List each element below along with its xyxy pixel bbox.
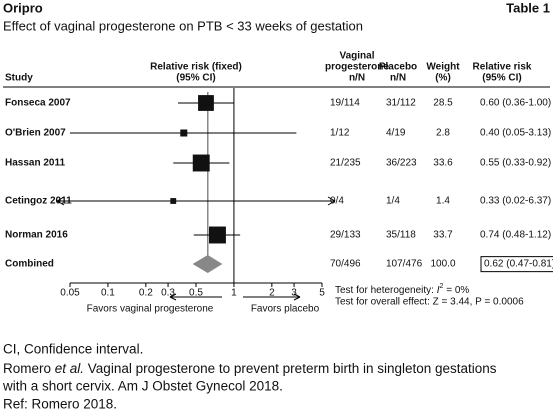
- study-label: O'Brien 2007: [5, 128, 66, 139]
- rr-label: 0.55 (0.33-0.92): [480, 158, 551, 169]
- weight-value: 1.4: [436, 196, 450, 207]
- column-header: Weight: [426, 62, 460, 73]
- effect-square: [170, 198, 177, 204]
- rr-label: 0.60 (0.36-1.00): [480, 98, 551, 109]
- combined-diamond: [192, 255, 223, 273]
- x-tick-label: 1: [231, 288, 237, 299]
- vaginal-count: 70/496: [330, 259, 361, 270]
- title: Effect of vaginal progesterone on PTB < …: [3, 18, 363, 33]
- x-tick-label: 2: [269, 288, 275, 299]
- column-header: n/N: [349, 73, 365, 84]
- favors-right-arrow: [243, 293, 301, 301]
- placebo-count: 35/118: [386, 230, 416, 241]
- table-label: Table 1: [506, 0, 550, 15]
- x-tick-label: 3: [291, 288, 297, 299]
- ci-arrow: [56, 196, 65, 206]
- heterogeneity-part: 2: [440, 283, 444, 290]
- vaginal-count: 1/12: [330, 128, 350, 139]
- study-label: Combined: [5, 259, 54, 270]
- overall-effect-test: Test for overall effect: Z = 3.44, P = 0…: [335, 297, 524, 308]
- rr-label-box: [480, 256, 553, 273]
- study-label: Norman 2016: [5, 230, 68, 241]
- weight-value: 2.8: [436, 128, 450, 139]
- x-tick-label: 0.3: [161, 288, 175, 299]
- vaginal-count: 19/114: [330, 98, 360, 109]
- x-tick-label: 0.2: [139, 288, 153, 299]
- x-tick-label: 0.1: [101, 288, 115, 299]
- placebo-count: 1/4: [386, 196, 400, 207]
- favors-left: Favors vaginal progesterone: [87, 304, 214, 315]
- heterogeneity-part: Test for heterogeneity:: [335, 285, 437, 296]
- x-tick-label: 0.5: [189, 288, 203, 299]
- rr-label: 0.33 (0.02-6.37): [480, 196, 551, 207]
- favors-right: Favors placebo: [251, 304, 320, 315]
- placebo-count: 31/112: [386, 98, 416, 109]
- rr-label: 0.74 (0.48-1.12): [480, 230, 551, 241]
- note-reference: with a short cervix. Am J Obstet Gynecol…: [2, 379, 283, 394]
- column-header: (95% CI): [482, 73, 521, 84]
- column-header: Placebo: [379, 62, 417, 73]
- vaginal-count: 0/4: [330, 196, 344, 207]
- x-tick-label: 0.05: [60, 288, 80, 299]
- column-header: progesterone: [325, 62, 389, 73]
- column-header: (%): [435, 73, 451, 84]
- note-ci: CI, Confidence interval.: [3, 342, 143, 357]
- column-header: (95% CI): [176, 73, 215, 84]
- placebo-count: 4/19: [386, 128, 406, 139]
- weight-value: 100.0: [430, 259, 455, 270]
- study-label: Cetingoz 2011: [5, 196, 72, 207]
- note-reference: Romero et al. Vaginal progesterone to pr…: [3, 361, 497, 376]
- weight-value: 33.7: [433, 230, 453, 241]
- vaginal-count: 29/133: [330, 230, 361, 241]
- column-header: Study: [5, 73, 33, 84]
- effect-square: [198, 95, 214, 111]
- column-header: Relative risk (fixed): [150, 62, 242, 73]
- study-label: Hassan 2011: [5, 158, 65, 169]
- placebo-count: 36/223: [386, 158, 417, 169]
- ci-arrow: [327, 196, 336, 206]
- effect-square: [192, 154, 210, 172]
- note-ref: Ref: Romero 2018.: [3, 397, 117, 412]
- column-header: Vaginal: [339, 51, 374, 62]
- brand: Oripro: [3, 0, 43, 15]
- reference-part: et al.: [55, 361, 84, 376]
- heterogeneity-part: = 0%: [443, 285, 469, 296]
- column-header: Relative risk: [473, 62, 532, 73]
- reference-part: Romero: [3, 361, 55, 376]
- favors-left-arrow: [169, 293, 222, 301]
- x-tick-label: 5: [319, 288, 325, 299]
- placebo-count: 107/476: [386, 259, 423, 270]
- vaginal-count: 21/235: [330, 158, 361, 169]
- effect-square: [180, 129, 188, 137]
- column-header: n/N: [390, 73, 406, 84]
- weight-value: 33.6: [433, 158, 453, 169]
- effect-square: [208, 226, 226, 244]
- rr-label: 0.62 (0.47-0.81): [484, 259, 553, 270]
- rr-label: 0.40 (0.05-3.13): [480, 128, 551, 139]
- heterogeneity-test: Test for heterogeneity: I2 = 0%: [335, 283, 469, 295]
- reference-part: Vaginal progesterone to prevent preterm …: [84, 361, 497, 376]
- heterogeneity-part: I: [437, 285, 440, 296]
- weight-value: 28.5: [433, 98, 453, 109]
- study-label: Fonseca 2007: [5, 98, 71, 109]
